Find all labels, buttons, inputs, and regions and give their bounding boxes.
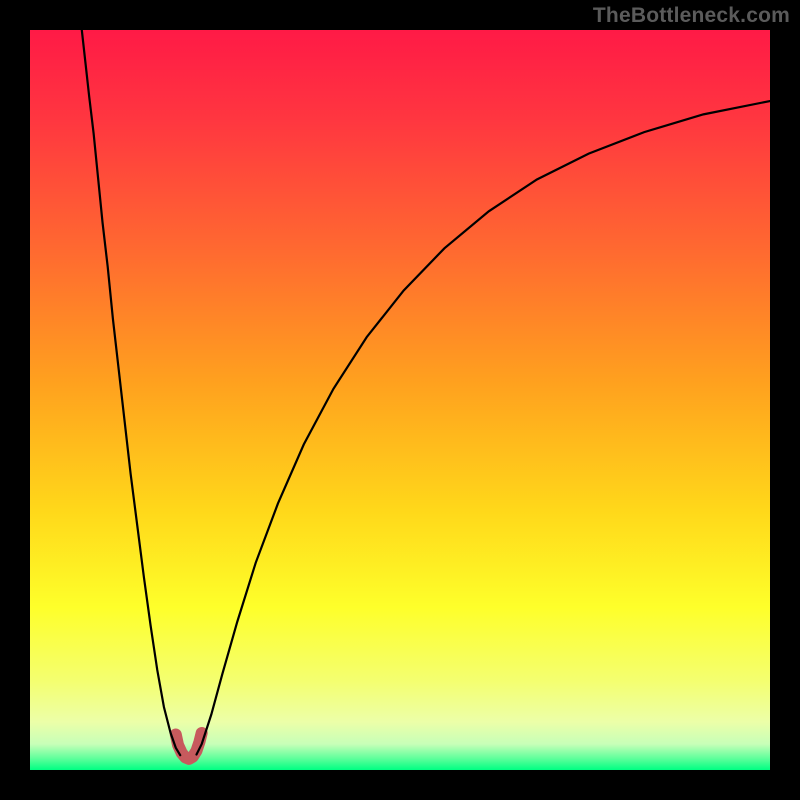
watermark-text: TheBottleneck.com: [593, 4, 790, 28]
chart-svg: [0, 0, 800, 800]
chart-plot-area: [30, 30, 770, 770]
bottleneck-chart-container: TheBottleneck.com: [0, 0, 800, 800]
